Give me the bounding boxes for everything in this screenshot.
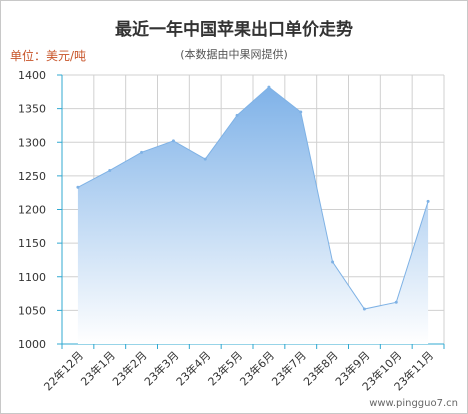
watermark: www.pingguo7.cn [369,398,458,409]
x-tick-label: 23年2月 [109,348,149,388]
data-point [171,139,175,143]
chart-title: 最近一年中国苹果出口单价走势 [115,20,353,40]
data-point [235,113,239,117]
x-tick-label: 23年8月 [300,348,340,388]
x-tick-label: 23年6月 [237,348,277,388]
data-point [108,168,112,172]
data-point [394,300,398,304]
data-point [331,260,335,264]
data-point [426,199,430,203]
x-tick-label: 23年3月 [141,348,181,388]
data-point [203,157,207,161]
y-tick-label: 1100 [18,271,46,284]
area-fill [77,87,429,344]
chart-subtitle: (本数据由中果网提供) [180,48,288,61]
data-point [362,307,366,311]
x-tick-label: 23年5月 [205,348,245,388]
y-tick-label: 1150 [18,237,46,250]
x-tick-label: 23年1月 [78,348,118,388]
series-line [77,86,429,310]
data-point [76,185,80,189]
y-tick-label: 1050 [18,304,46,317]
y-tick-label: 1250 [18,170,46,183]
x-tick-label: 22年12月 [41,348,86,393]
y-tick-label: 1400 [18,69,46,82]
x-tick-label: 23年7月 [269,348,309,388]
x-tick-label: 23年4月 [173,348,213,388]
y-tick-label: 1000 [18,338,46,351]
y-tick-label: 1300 [18,136,46,149]
data-point [140,150,144,154]
y-axis-unit-label: 单位：美元/吨 [10,49,87,63]
data-point [299,110,303,114]
y-tick-label: 1350 [18,103,46,116]
y-tick-label: 1200 [18,204,46,217]
data-point [267,85,271,89]
